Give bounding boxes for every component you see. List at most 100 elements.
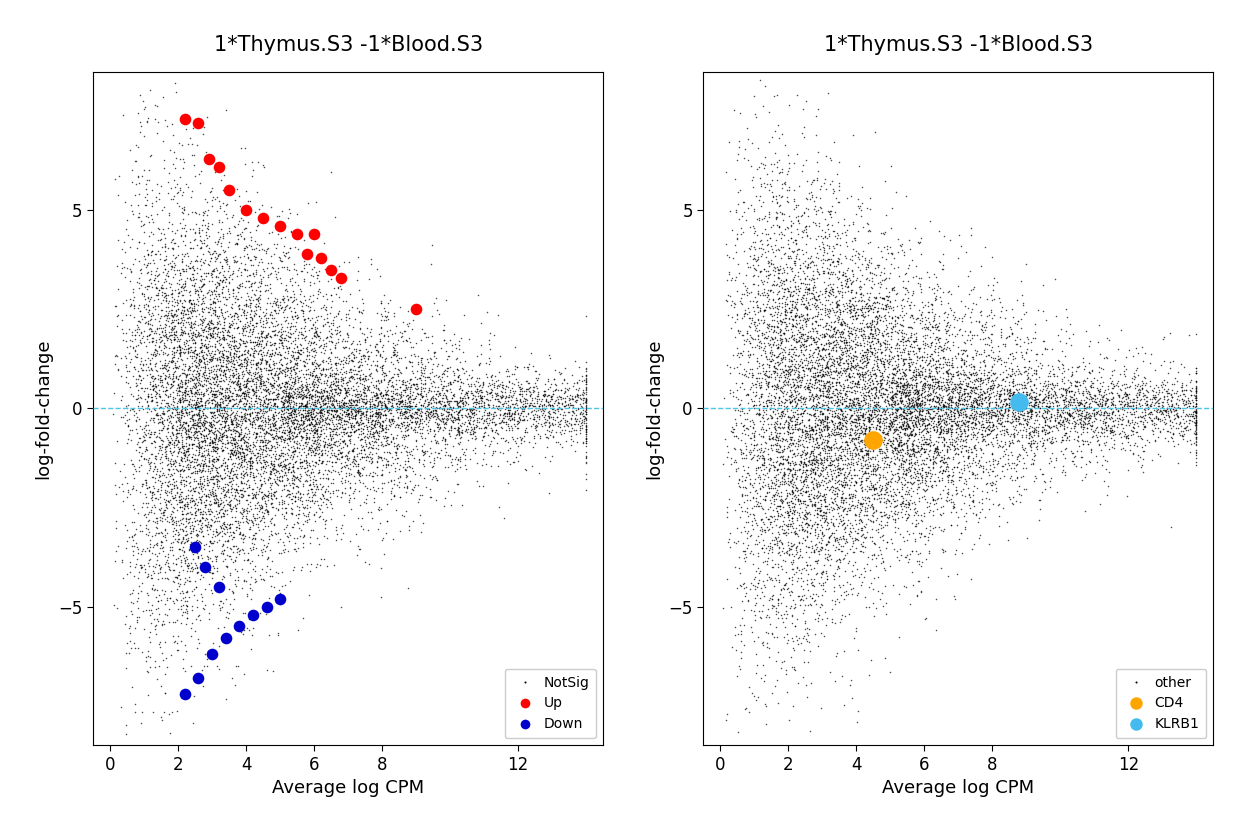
Point	[484, 431, 504, 444]
Point	[907, 433, 927, 446]
Point	[1006, 412, 1026, 425]
Point	[764, 264, 784, 277]
Point	[1083, 406, 1103, 419]
Point	[1076, 405, 1096, 418]
Point	[981, 379, 1001, 393]
Point	[760, 493, 780, 507]
Point	[789, 523, 809, 537]
Point	[1016, 394, 1036, 408]
Point	[291, 412, 311, 425]
Point	[791, 572, 811, 585]
Point	[168, 440, 188, 453]
Point	[736, 369, 756, 383]
Point	[916, 320, 936, 334]
Point	[296, 372, 316, 385]
Point	[865, 331, 885, 344]
Point	[458, 403, 478, 416]
Point	[366, 337, 386, 350]
Point	[349, 377, 369, 390]
Point	[245, 321, 265, 334]
Point	[861, 478, 881, 492]
Point	[768, 342, 787, 355]
Point	[980, 332, 1000, 345]
Point	[236, 389, 256, 403]
Point	[760, 231, 780, 245]
Point	[542, 418, 562, 431]
Point	[820, 207, 840, 220]
Point	[550, 414, 570, 428]
Point	[859, 466, 879, 479]
Point	[297, 460, 317, 473]
Point	[324, 401, 344, 414]
Point	[773, 208, 792, 221]
Point	[811, 408, 831, 421]
Point	[238, 344, 258, 358]
Point	[286, 366, 306, 379]
Point	[173, 387, 193, 400]
Point	[889, 379, 909, 393]
Point	[161, 335, 181, 349]
Point	[941, 518, 961, 532]
Point	[749, 409, 769, 422]
Point	[157, 258, 177, 271]
Point	[860, 459, 880, 473]
Point	[448, 342, 468, 355]
Point	[1017, 343, 1037, 356]
Point	[287, 438, 307, 451]
Point	[851, 301, 871, 314]
Point	[825, 268, 845, 281]
Point	[778, 369, 797, 383]
Point	[228, 660, 248, 673]
Point	[915, 373, 935, 386]
Point	[826, 191, 846, 205]
Point	[831, 318, 851, 331]
Point	[331, 384, 351, 397]
Point	[391, 351, 411, 364]
Point	[831, 353, 851, 366]
Point	[145, 401, 165, 414]
Point	[485, 444, 505, 458]
Point	[302, 389, 322, 402]
Point	[837, 389, 857, 403]
Point	[170, 572, 190, 586]
Point	[173, 342, 193, 355]
Point	[312, 367, 332, 380]
Point	[810, 425, 830, 438]
Point	[248, 518, 268, 531]
Point	[231, 334, 251, 347]
Point	[921, 469, 941, 483]
Point	[781, 525, 801, 538]
Point	[324, 340, 344, 354]
Point	[344, 372, 364, 385]
Point	[175, 378, 195, 391]
Point	[517, 394, 537, 407]
Point	[892, 358, 912, 371]
Point	[241, 304, 261, 317]
Point	[237, 408, 257, 421]
Point	[218, 490, 238, 503]
Point	[862, 314, 882, 328]
Point	[166, 314, 186, 327]
Point	[852, 576, 872, 589]
Point	[218, 287, 238, 300]
Point	[1133, 443, 1153, 457]
Point	[347, 395, 367, 409]
Point	[826, 377, 846, 390]
Point	[236, 404, 256, 417]
Point	[240, 481, 260, 494]
Point	[900, 393, 920, 406]
Point	[825, 320, 845, 334]
Point	[809, 489, 829, 503]
Point	[296, 473, 316, 487]
Point	[997, 397, 1017, 410]
Point	[268, 458, 288, 472]
Point	[851, 498, 871, 511]
Point	[986, 371, 1006, 384]
Point	[874, 425, 894, 438]
Point	[1078, 399, 1098, 413]
Point	[859, 481, 879, 494]
Point	[145, 348, 165, 361]
Point	[812, 350, 832, 364]
Point	[795, 513, 815, 526]
Point	[252, 501, 272, 514]
